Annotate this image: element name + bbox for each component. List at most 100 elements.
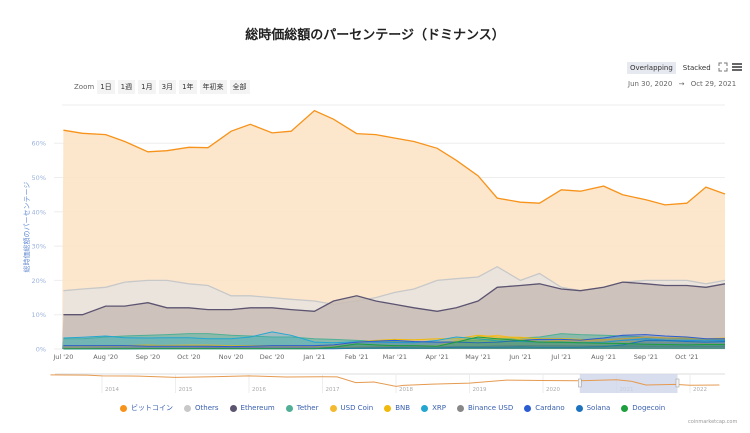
navigator-tick-label: 2017 <box>326 387 340 393</box>
series-area-8 <box>62 334 725 349</box>
x-tick-label: Dec '20 <box>260 353 285 361</box>
legend-item[interactable]: Cardano <box>524 403 565 413</box>
legend-label: USD Coin <box>340 404 374 412</box>
legend-dot-icon <box>524 404 532 412</box>
legend-dot-icon <box>184 404 191 412</box>
navigator-tick-label: 2014 <box>105 387 119 393</box>
legend-item[interactable]: Binance USD <box>456 403 514 413</box>
legend-dot-icon <box>575 404 583 412</box>
dominance-chart: 0% 10% 20% 30% 40% 50% 60% 総時価総額のパーセンテージ Jul '20… <box>22 104 726 393</box>
chart-title: 総時価総額のパーセンテージ（ドミナンス） <box>245 28 505 43</box>
legend-dot-icon <box>456 404 464 412</box>
legend-item[interactable]: Dogecoin <box>621 403 665 413</box>
legend-dot-icon <box>329 404 337 412</box>
series-line-8 <box>63 334 725 348</box>
x-tick-label: Mar '21 <box>383 353 407 361</box>
legend-label: Tether <box>296 404 319 412</box>
stacked-button[interactable]: Stacked <box>682 64 711 72</box>
zoom-bar: Zoom 1日 1週 1月 3月 1年 年初来 全部 <box>74 80 250 94</box>
navigator-line <box>50 374 720 387</box>
x-tick-label: Sep '21 <box>634 353 658 361</box>
legend-dot-icon <box>421 404 429 412</box>
series-area-6 <box>62 331 725 349</box>
menu-icon[interactable] <box>731 62 742 74</box>
navigator-selection[interactable] <box>579 374 678 393</box>
legend-label: Others <box>195 404 219 412</box>
credit: coinmarketcap.com <box>688 419 738 425</box>
range-from[interactable]: Jun 30, 2020 <box>628 80 673 88</box>
legend-item[interactable]: BNB <box>384 403 410 413</box>
range-to[interactable]: Oct 29, 2021 <box>690 80 737 88</box>
legend-dot-icon <box>285 404 293 412</box>
legend-label: Ethereum <box>240 404 275 412</box>
legend-item[interactable]: ビットコイン <box>120 403 173 413</box>
legend-dot-icon <box>621 404 629 412</box>
x-tick-label: Aug '20 <box>93 353 118 361</box>
legend-dot-icon <box>120 404 127 412</box>
x-tick-label: Feb '21 <box>345 353 369 361</box>
series-line-10 <box>63 336 725 350</box>
y-axis-label: 総時価総額のパーセンテージ <box>22 182 31 273</box>
y-tick-label: 50% <box>32 174 46 182</box>
legend-item[interactable]: Others <box>184 403 219 413</box>
zoom-1y-button[interactable]: 1年 <box>179 80 197 94</box>
x-tick-label: Apr '21 <box>425 353 448 361</box>
navigator-tick-label: 2019 <box>473 387 487 393</box>
series-line-0 <box>63 109 726 206</box>
legend-item[interactable]: Solana <box>575 403 611 413</box>
zoom-1w-button[interactable]: 1週 <box>117 80 136 94</box>
x-tick-label: Jan '21 <box>302 353 325 361</box>
series-line-2 <box>63 281 726 316</box>
navigator-tick-label: 2016 <box>252 387 266 393</box>
x-tick-label: Sep '20 <box>136 353 160 361</box>
x-tick-label: Nov '20 <box>219 353 244 361</box>
legend-item[interactable]: USD Coin <box>329 403 374 413</box>
fullscreen-icon[interactable] <box>718 62 728 74</box>
zoom-1m-button[interactable]: 1月 <box>138 80 156 94</box>
navigator-tick-label: 2022 <box>693 387 707 393</box>
date-range: Jun 30, 2020 → Oct 29, 2021 <box>628 80 736 88</box>
legend-item[interactable]: Ethereum <box>229 403 275 413</box>
legend-item[interactable]: XRP <box>421 403 446 413</box>
legend-label: XRP <box>432 404 446 412</box>
x-tick-label: Oct '21 <box>675 353 698 361</box>
navigator-tick-label: 2018 <box>399 387 413 393</box>
legend-label: Cardano <box>535 404 565 412</box>
legend-label: Solana <box>586 404 611 412</box>
y-tick-label: 60% <box>32 140 46 148</box>
y-tick-label: 40% <box>32 208 46 216</box>
legend-label: BNB <box>395 404 411 412</box>
series-area-10 <box>62 337 725 349</box>
zoom-all-button[interactable]: 全部 <box>229 80 250 94</box>
legend-label: Dogecoin <box>632 404 666 412</box>
overlapping-button[interactable]: Overlapping <box>627 62 676 74</box>
legend-label: Binance USD <box>467 404 514 412</box>
legend-item[interactable]: Tether <box>285 403 319 413</box>
legend-dot-icon <box>384 404 392 412</box>
zoom-3m-button[interactable]: 3月 <box>158 80 177 94</box>
zoom-ytd-button[interactable]: 年初来 <box>199 80 227 94</box>
x-tick-label: Aug '21 <box>591 353 616 361</box>
navigator-handle[interactable] <box>578 378 582 388</box>
navigator-handle[interactable] <box>675 378 680 388</box>
series-line-6 <box>63 331 726 344</box>
series-area-9 <box>62 340 725 349</box>
y-tick-label: 20% <box>32 277 46 285</box>
y-tick-label: 0% <box>36 346 46 354</box>
legend-label: ビットコイン <box>131 404 173 412</box>
x-tick-label: Jul '20 <box>52 353 73 361</box>
x-tick-label: Jun '21 <box>508 353 531 361</box>
x-tick-label: May '21 <box>465 353 491 361</box>
series-line-5 <box>63 334 726 347</box>
legend: ビットコイン Others Ethereum Tether USD Coin BNB XRP… <box>120 403 665 413</box>
x-tick-label: Jul '21 <box>550 353 571 361</box>
series-area-2 <box>62 282 725 349</box>
navigator-tick-label: 2015 <box>179 387 193 393</box>
mode-switch: Overlapping Stacked <box>627 62 742 74</box>
zoom-label: Zoom <box>74 83 95 91</box>
x-tick-label: Oct '20 <box>177 353 200 361</box>
zoom-1d-button[interactable]: 1日 <box>97 80 115 94</box>
legend-dot-icon <box>229 404 237 412</box>
y-tick-label: 10% <box>32 311 46 319</box>
